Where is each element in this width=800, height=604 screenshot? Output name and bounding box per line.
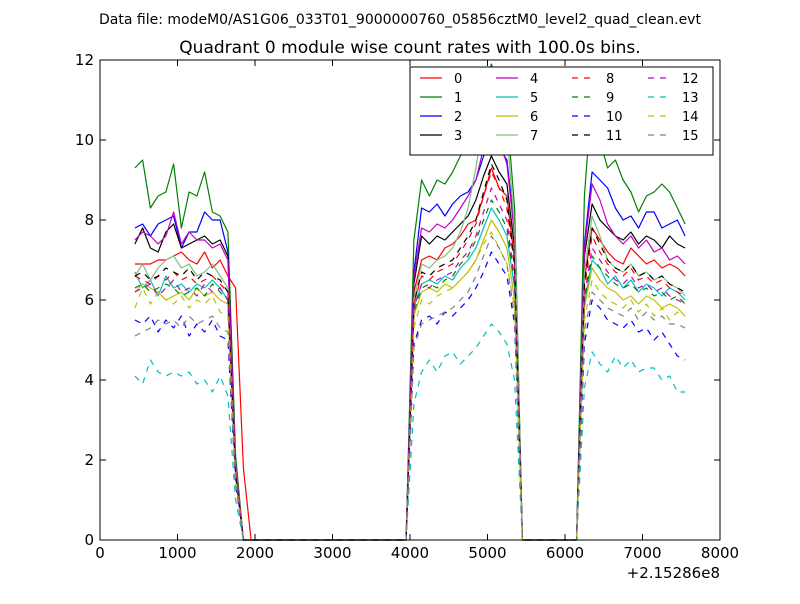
legend-label-3: 3 [454,129,462,144]
y-tick-label: 2 [84,451,94,469]
x-tick-label: 5000 [468,544,506,562]
x-axis: 0 1000 2000 3000 4000 5000 6000 7000 8000 [95,60,739,562]
suptitle: Data file: modeM0/AS1G06_033T01_90000007… [99,12,701,28]
chart-title: Quadrant 0 module wise count rates with … [179,38,640,58]
legend-label-6: 6 [530,110,538,125]
y-tick-label: 10 [75,131,94,149]
x-tick-label: 1000 [158,544,196,562]
x-tick-label: 4000 [391,544,429,562]
legend-box [409,66,714,156]
x-tick-label: 8000 [701,544,739,562]
series-line-12 [134,187,686,541]
legend-label-2: 2 [454,110,462,125]
legend-label-10: 10 [606,110,623,125]
x-tick-label: 7000 [623,544,661,562]
legend-label-5: 5 [530,91,538,106]
legend-label-12: 12 [682,72,699,87]
legend-label-0: 0 [454,72,462,87]
legend-label-11: 11 [606,129,623,144]
y-tick-label: 4 [84,371,94,389]
y-tick-label: 0 [84,531,94,549]
y-tick-label: 12 [75,51,94,69]
legend-label-4: 4 [530,72,538,87]
legend-label-15: 15 [682,129,699,144]
legend-label-8: 8 [606,72,614,87]
x-tick-label: 3000 [313,544,351,562]
x-tick-label: 2000 [236,544,274,562]
series-layer [134,63,686,541]
series-line-11 [134,163,686,541]
legend-label-14: 14 [682,110,699,125]
x-tick-label: 6000 [546,544,584,562]
legend-label-1: 1 [454,91,462,106]
legend-label-7: 7 [530,129,538,144]
legend-label-9: 9 [606,91,614,106]
series-line-15 [134,235,686,541]
legend-label-13: 13 [682,91,699,106]
series-line-13 [134,323,686,541]
y-tick-label: 8 [84,211,94,229]
y-tick-label: 6 [84,291,94,309]
x-offset-label: +2.15286e8 [627,564,720,582]
x-tick-label: 0 [95,544,105,562]
